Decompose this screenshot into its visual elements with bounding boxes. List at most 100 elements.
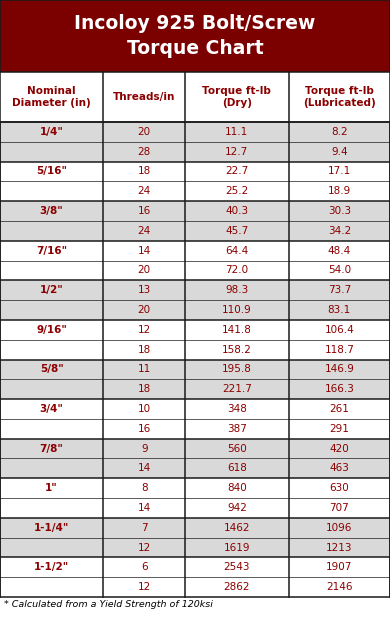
- Text: 1462: 1462: [224, 522, 250, 533]
- Bar: [0, 280, 390, 300]
- Bar: [0, 518, 390, 538]
- Text: 348: 348: [227, 404, 247, 414]
- Text: 2543: 2543: [224, 562, 250, 573]
- Text: 5/16": 5/16": [36, 167, 67, 176]
- Text: 840: 840: [227, 483, 247, 493]
- Bar: [0, 360, 390, 379]
- Bar: [0, 0, 390, 72]
- Text: 17.1: 17.1: [328, 167, 351, 176]
- Text: 18.9: 18.9: [328, 186, 351, 196]
- Text: 261: 261: [330, 404, 349, 414]
- Text: 24: 24: [138, 186, 151, 196]
- Text: 54.0: 54.0: [328, 266, 351, 275]
- Bar: [0, 162, 390, 181]
- Text: 12: 12: [138, 542, 151, 553]
- Text: 420: 420: [330, 444, 349, 454]
- Bar: [0, 320, 390, 340]
- Text: 7/16": 7/16": [36, 246, 67, 256]
- Text: 72.0: 72.0: [225, 266, 248, 275]
- Text: 20: 20: [138, 305, 151, 315]
- Text: 18: 18: [138, 167, 151, 176]
- Text: 73.7: 73.7: [328, 285, 351, 295]
- Text: 1096: 1096: [326, 522, 353, 533]
- Bar: [0, 122, 390, 597]
- Bar: [0, 201, 390, 221]
- Text: 7/8": 7/8": [40, 444, 64, 454]
- Text: Incoloy 925 Bolt/Screw
Torque Chart: Incoloy 925 Bolt/Screw Torque Chart: [74, 14, 316, 58]
- Text: 83.1: 83.1: [328, 305, 351, 315]
- Text: 30.3: 30.3: [328, 206, 351, 216]
- Text: 9.4: 9.4: [331, 147, 347, 157]
- Text: 20: 20: [138, 127, 151, 137]
- Text: 106.4: 106.4: [324, 325, 354, 335]
- Text: 20: 20: [138, 266, 151, 275]
- Text: 463: 463: [330, 464, 349, 474]
- Text: 195.8: 195.8: [222, 365, 252, 374]
- Text: 64.4: 64.4: [225, 246, 248, 256]
- Text: 10: 10: [138, 404, 151, 414]
- Bar: [0, 498, 390, 518]
- Bar: [0, 459, 390, 478]
- Text: 6: 6: [141, 562, 147, 573]
- Text: 8.2: 8.2: [331, 127, 347, 137]
- Text: 166.3: 166.3: [324, 384, 354, 394]
- Text: 1-1/2": 1-1/2": [34, 562, 69, 573]
- Text: 45.7: 45.7: [225, 226, 248, 236]
- Bar: [0, 558, 390, 577]
- Text: 14: 14: [138, 503, 151, 513]
- Bar: [0, 72, 390, 122]
- Text: 942: 942: [227, 503, 247, 513]
- Bar: [0, 379, 390, 399]
- Text: 11.1: 11.1: [225, 127, 248, 137]
- Bar: [0, 122, 390, 142]
- Text: 630: 630: [330, 483, 349, 493]
- Text: 1619: 1619: [224, 542, 250, 553]
- Text: 14: 14: [138, 464, 151, 474]
- Bar: [0, 399, 390, 419]
- Text: 48.4: 48.4: [328, 246, 351, 256]
- Text: 24: 24: [138, 226, 151, 236]
- Text: 40.3: 40.3: [225, 206, 248, 216]
- Bar: [0, 478, 390, 498]
- Text: 1": 1": [45, 483, 58, 493]
- Text: Nominal
Diameter (in): Nominal Diameter (in): [12, 86, 91, 108]
- Text: 2862: 2862: [224, 582, 250, 592]
- Text: 560: 560: [227, 444, 247, 454]
- Text: 158.2: 158.2: [222, 345, 252, 355]
- Text: 13: 13: [138, 285, 151, 295]
- Text: 141.8: 141.8: [222, 325, 252, 335]
- Text: Torque ft-lb
(Lubricated): Torque ft-lb (Lubricated): [303, 86, 376, 108]
- Text: * Calculated from a Yield Strength of 120ksi: * Calculated from a Yield Strength of 12…: [4, 600, 213, 609]
- Text: 8: 8: [141, 483, 147, 493]
- Text: 1/4": 1/4": [40, 127, 64, 137]
- Text: 118.7: 118.7: [324, 345, 354, 355]
- Text: 618: 618: [227, 464, 247, 474]
- Bar: [0, 340, 390, 360]
- Text: 18: 18: [138, 384, 151, 394]
- Text: 16: 16: [138, 206, 151, 216]
- Text: 12: 12: [138, 582, 151, 592]
- Text: 221.7: 221.7: [222, 384, 252, 394]
- Text: 14: 14: [138, 246, 151, 256]
- Bar: [0, 181, 390, 201]
- Bar: [0, 261, 390, 280]
- Bar: [0, 300, 390, 320]
- Text: 98.3: 98.3: [225, 285, 248, 295]
- Text: 146.9: 146.9: [324, 365, 354, 374]
- Text: 1213: 1213: [326, 542, 353, 553]
- Text: 12.7: 12.7: [225, 147, 248, 157]
- Text: 28: 28: [138, 147, 151, 157]
- Text: 11: 11: [138, 365, 151, 374]
- Text: 12: 12: [138, 325, 151, 335]
- Text: 387: 387: [227, 424, 247, 434]
- Text: 1-1/4": 1-1/4": [34, 522, 69, 533]
- Text: 1907: 1907: [326, 562, 353, 573]
- Text: 18: 18: [138, 345, 151, 355]
- Text: 2146: 2146: [326, 582, 353, 592]
- Text: Threads/in: Threads/in: [113, 92, 176, 102]
- Text: Torque ft-lb
(Dry): Torque ft-lb (Dry): [202, 86, 271, 108]
- Text: 25.2: 25.2: [225, 186, 248, 196]
- Text: 22.7: 22.7: [225, 167, 248, 176]
- Text: 1/2": 1/2": [40, 285, 64, 295]
- Text: 707: 707: [330, 503, 349, 513]
